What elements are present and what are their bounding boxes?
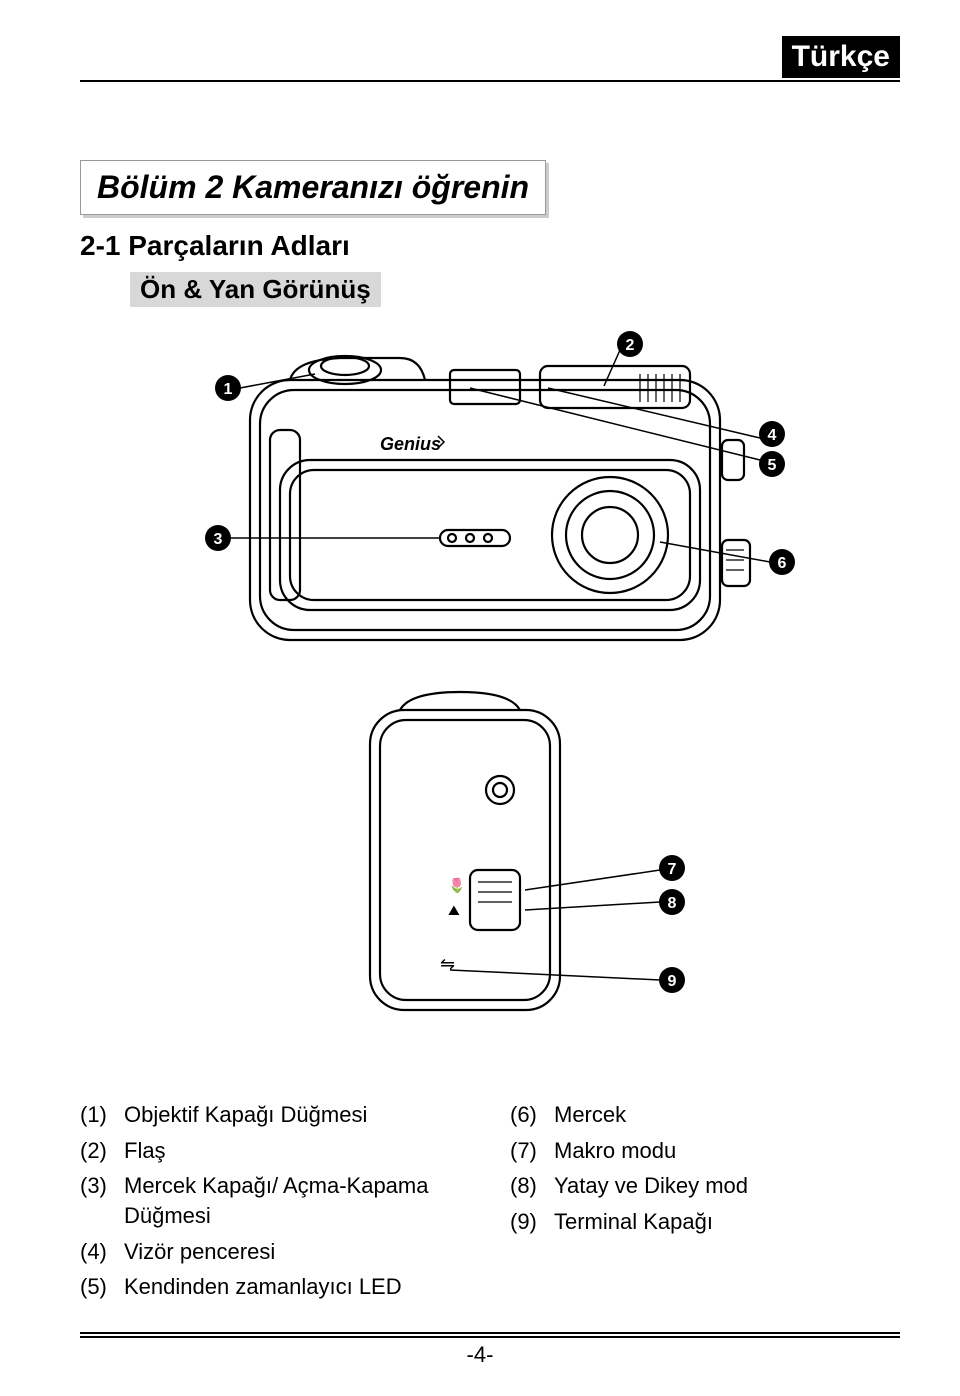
- callout-4: 4: [768, 427, 777, 444]
- part-row: (5)Kendinden zamanlayıcı LED: [80, 1272, 470, 1302]
- language-badge: Türkçe: [782, 36, 900, 78]
- section-heading: 2-1 Parçaların Adları: [80, 230, 350, 262]
- part-label: Mercek Kapağı/ Açma-Kapama Düğmesi: [124, 1171, 470, 1230]
- part-num: (7): [510, 1136, 554, 1166]
- camera-figure: Genius 1 2 3 4 5 6: [140, 330, 820, 1070]
- part-num: (8): [510, 1171, 554, 1201]
- part-label: Terminal Kapağı: [554, 1207, 900, 1237]
- page-number: -4-: [0, 1342, 960, 1368]
- callout-2: 2: [626, 337, 635, 354]
- parts-col-right: (6)Mercek (7)Makro modu (8)Yatay ve Dike…: [510, 1100, 900, 1308]
- callout-6: 6: [778, 555, 787, 572]
- svg-text:⛰: ⛰: [448, 902, 460, 918]
- callout-5: 5: [768, 457, 777, 474]
- parts-legend: (1)Objektif Kapağı Düğmesi (2)Flaş (3)Me…: [80, 1100, 900, 1308]
- camera-side-outline: 🌷 ⛰ ⇋: [370, 692, 560, 1010]
- part-num: (4): [80, 1237, 124, 1267]
- part-row: (4)Vizör penceresi: [80, 1237, 470, 1267]
- part-num: (1): [80, 1100, 124, 1130]
- callout-7: 7: [668, 861, 677, 878]
- footer-rule: [80, 1332, 900, 1338]
- part-num: (6): [510, 1100, 554, 1130]
- part-label: Flaş: [124, 1136, 470, 1166]
- part-row: (1)Objektif Kapağı Düğmesi: [80, 1100, 470, 1130]
- callout-8: 8: [668, 895, 677, 912]
- parts-col-left: (1)Objektif Kapağı Düğmesi (2)Flaş (3)Me…: [80, 1100, 470, 1308]
- svg-text:⇋: ⇋: [440, 954, 455, 974]
- part-row: (6)Mercek: [510, 1100, 900, 1130]
- callout-3: 3: [214, 531, 223, 548]
- part-num: (2): [80, 1136, 124, 1166]
- chapter-title: Bölüm 2 Kameranızı öğrenin: [97, 169, 529, 206]
- camera-front-outline: Genius: [250, 356, 750, 640]
- part-num: (3): [80, 1171, 124, 1230]
- part-label: Mercek: [554, 1100, 900, 1130]
- part-label: Objektif Kapağı Düğmesi: [124, 1100, 470, 1130]
- callout-9: 9: [668, 973, 677, 990]
- part-num: (9): [510, 1207, 554, 1237]
- part-row: (2)Flaş: [80, 1136, 470, 1166]
- part-label: Vizör penceresi: [124, 1237, 470, 1267]
- part-label: Kendinden zamanlayıcı LED: [124, 1272, 470, 1302]
- svg-text:🌷: 🌷: [448, 877, 465, 894]
- part-row: (3)Mercek Kapağı/ Açma-Kapama Düğmesi: [80, 1171, 470, 1230]
- part-label: Makro modu: [554, 1136, 900, 1166]
- part-num: (5): [80, 1272, 124, 1302]
- part-row: (8)Yatay ve Dikey mod: [510, 1171, 900, 1201]
- view-label: Ön & Yan Görünüş: [130, 272, 381, 307]
- chapter-title-box: Bölüm 2 Kameranızı öğrenin: [80, 160, 546, 215]
- brand-text: Genius: [380, 434, 441, 454]
- callout-1: 1: [224, 381, 233, 398]
- header-rule: [80, 80, 900, 82]
- part-row: (9)Terminal Kapağı: [510, 1207, 900, 1237]
- part-label: Yatay ve Dikey mod: [554, 1171, 900, 1201]
- part-row: (7)Makro modu: [510, 1136, 900, 1166]
